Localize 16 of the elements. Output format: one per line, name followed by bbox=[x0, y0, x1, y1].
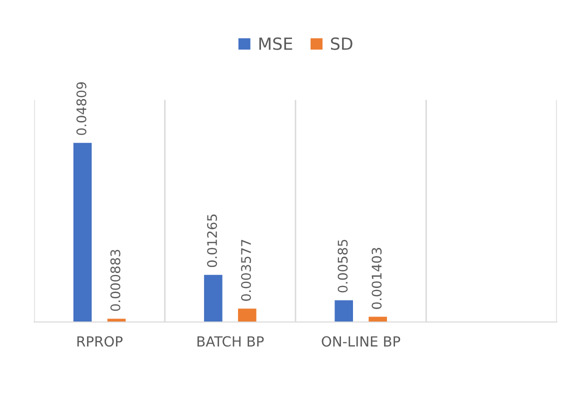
x-tick-label: ON-LINE BP bbox=[322, 336, 400, 347]
bar bbox=[204, 274, 222, 322]
legend-label: SD bbox=[330, 37, 352, 50]
data-label: 0.00585 bbox=[338, 240, 348, 292]
data-label: 0.003577 bbox=[241, 240, 251, 301]
legend-label: MSE bbox=[259, 37, 292, 50]
bar bbox=[73, 142, 92, 322]
bar bbox=[107, 318, 126, 322]
bar bbox=[238, 308, 256, 322]
data-label: 0.001403 bbox=[372, 248, 382, 309]
data-label: 0.04809 bbox=[76, 82, 86, 136]
data-label: 0.01265 bbox=[207, 214, 218, 268]
data-label: 0.000883 bbox=[110, 250, 120, 311]
x-tick-label: RPROP bbox=[77, 336, 123, 347]
bar bbox=[334, 300, 353, 322]
x-tick-label: BATCH BP bbox=[198, 336, 264, 347]
